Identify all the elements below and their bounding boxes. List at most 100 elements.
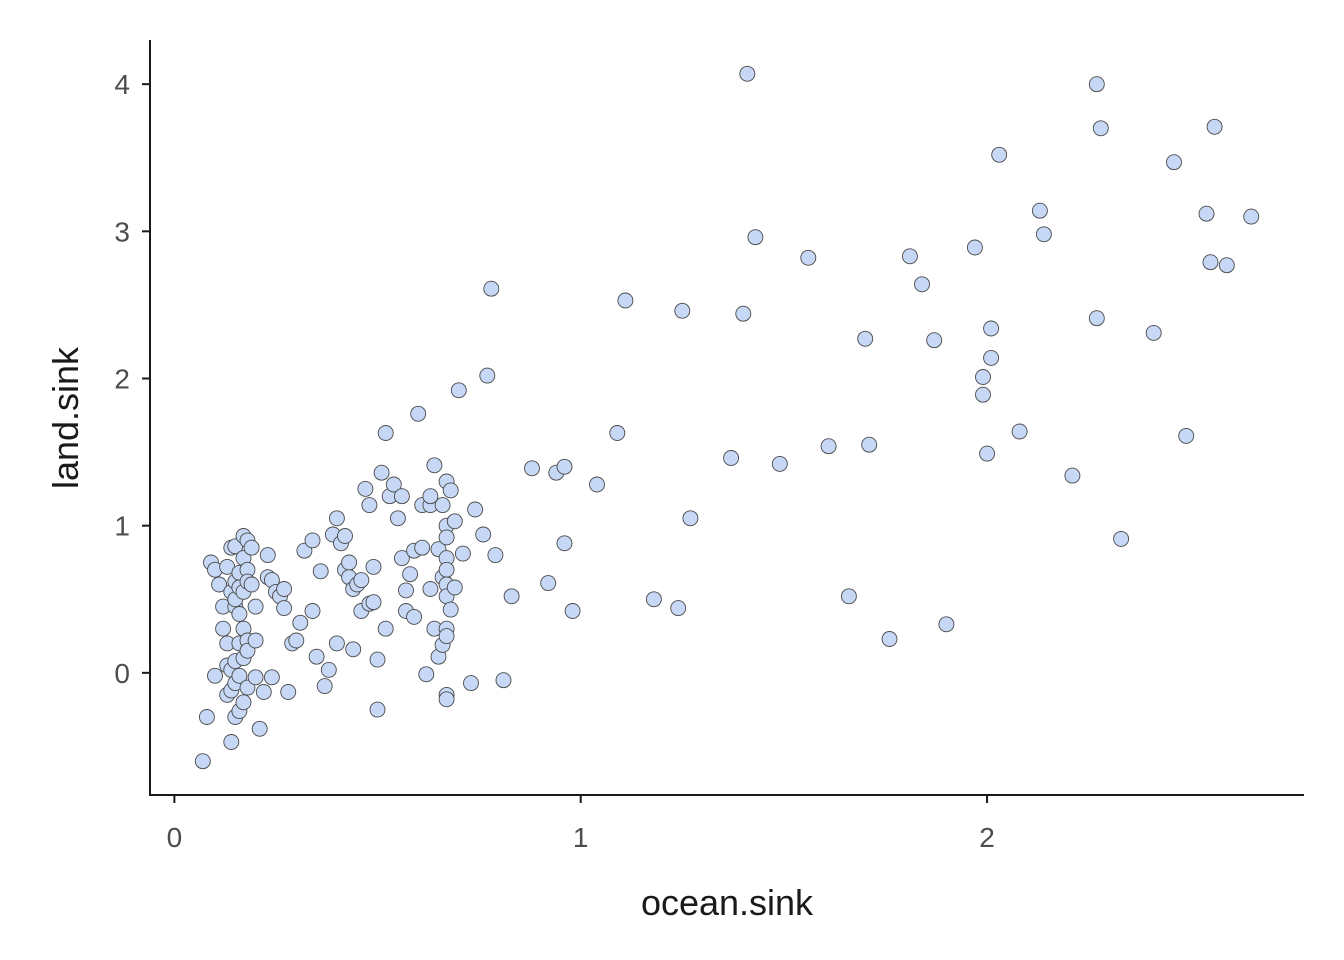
data-point: [247, 669, 264, 686]
x-tick-label: 0: [167, 822, 183, 853]
data-point: [406, 608, 423, 625]
data-point: [1088, 76, 1105, 93]
data-point: [1064, 467, 1081, 484]
data-point: [357, 480, 374, 497]
points-layer: [194, 65, 1260, 770]
data-point: [308, 648, 325, 665]
data-point: [276, 581, 293, 597]
data-point: [1198, 205, 1215, 222]
data-point: [1088, 310, 1105, 327]
data-point: [1202, 254, 1219, 271]
data-point: [373, 464, 390, 481]
data-point: [422, 488, 439, 505]
data-point: [475, 526, 492, 543]
data-point: [881, 631, 898, 647]
data-point: [247, 632, 264, 649]
data-point: [1145, 324, 1162, 341]
data-point: [438, 561, 455, 578]
data-point: [280, 684, 297, 700]
data-point: [243, 576, 260, 593]
data-point: [304, 532, 321, 549]
data-point: [426, 457, 443, 474]
data-point: [312, 563, 329, 580]
data-point: [438, 529, 455, 546]
data-point: [304, 603, 321, 619]
data-point: [670, 600, 687, 617]
data-point: [369, 651, 386, 668]
data-point: [223, 734, 240, 750]
y-tick-label: 1: [114, 511, 130, 542]
data-point: [255, 684, 272, 700]
data-point: [503, 588, 520, 605]
data-point: [438, 691, 455, 708]
y-tick-label: 3: [114, 216, 130, 247]
data-point: [975, 369, 991, 385]
data-point: [483, 280, 500, 297]
data-point: [446, 579, 463, 596]
data-point: [418, 666, 435, 683]
y-tick-label: 0: [114, 658, 130, 689]
data-point: [800, 249, 817, 266]
data-point: [288, 632, 305, 649]
data-point: [410, 405, 427, 422]
data-point: [215, 620, 232, 637]
data-point: [345, 641, 362, 658]
data-point: [1243, 208, 1260, 225]
data-point: [487, 547, 504, 564]
data-point: [259, 547, 276, 564]
data-point: [861, 436, 878, 453]
data-point: [398, 582, 414, 599]
data-point: [467, 501, 484, 518]
data-point: [1092, 120, 1109, 137]
data-point: [377, 620, 394, 637]
data-point: [414, 539, 431, 556]
data-point: [1178, 427, 1195, 444]
data-point: [198, 709, 215, 725]
x-axis-title: ocean.sink: [641, 882, 814, 923]
data-point: [556, 458, 573, 475]
data-point: [983, 320, 1000, 337]
data-point: [231, 606, 248, 622]
data-point: [723, 450, 740, 466]
data-point: [365, 594, 382, 611]
data-point: [914, 276, 930, 293]
data-point: [337, 528, 353, 544]
data-point: [316, 678, 333, 695]
data-point: [1113, 530, 1130, 547]
data-point: [938, 616, 955, 633]
data-point: [361, 497, 378, 514]
data-point: [617, 292, 634, 309]
data-point: [207, 667, 223, 684]
data-point: [393, 550, 410, 567]
data-point: [328, 510, 345, 527]
data-point: [442, 601, 459, 618]
data-point: [276, 600, 293, 617]
data-point: [820, 438, 837, 455]
data-point: [211, 576, 228, 593]
data-point: [735, 305, 752, 322]
data-point: [434, 497, 451, 514]
data-point: [979, 445, 996, 462]
data-point: [747, 229, 764, 246]
data-point: [263, 669, 280, 686]
data-point: [1035, 226, 1052, 243]
data-point: [292, 614, 309, 631]
data-point: [450, 382, 467, 399]
data-point: [365, 558, 382, 575]
data-point: [983, 349, 1000, 366]
data-point: [564, 603, 581, 619]
data-point: [438, 628, 455, 645]
data-point: [393, 488, 410, 505]
data-point: [901, 248, 918, 265]
data-point: [251, 720, 268, 737]
data-point: [524, 460, 540, 477]
data-point: [442, 482, 459, 499]
x-tick-label: 2: [979, 822, 995, 853]
data-point: [1011, 423, 1028, 440]
data-point: [402, 566, 419, 583]
data-point: [495, 672, 512, 689]
y-axis-title: land.sink: [45, 346, 86, 489]
data-point: [320, 661, 337, 678]
data-point: [377, 425, 394, 441]
